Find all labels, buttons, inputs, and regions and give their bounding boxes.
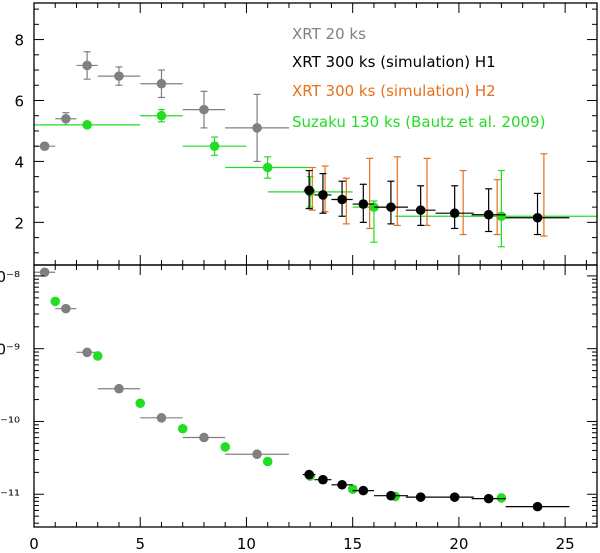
- top-series-xrt-300-ks-simulation-h1: [303, 169, 570, 236]
- top-series-suzaku-130-ks-bautz-et-al-2009: [34, 109, 597, 248]
- x-tick-label: 10: [237, 535, 256, 553]
- legend-entry-xrt-20ks: XRT 20 ks: [292, 25, 366, 43]
- top-series-xrt-300-ks-simulation-h2: [308, 153, 548, 237]
- top-data-point: [209, 141, 220, 151]
- top-data-point: [337, 194, 347, 205]
- top-data-point: [252, 123, 262, 133]
- bottom-y-tick-label: )⁻¹¹: [0, 486, 20, 504]
- top-data-point: [386, 202, 396, 212]
- top-data-point: [39, 141, 50, 151]
- bottom-data-point: [318, 474, 328, 485]
- bottom-data-point: [532, 501, 543, 512]
- bottom-data-point: [177, 423, 188, 434]
- bottom-data-point: [304, 469, 314, 480]
- bottom-data-point: [347, 484, 358, 494]
- bottom-plot-frame: [33, 264, 598, 528]
- bottom-data-point: [199, 432, 209, 443]
- top-data-point: [114, 71, 124, 81]
- top-panel: 2 4 6 8 XRT 20 ks XRT 300 ks (simulation) H…: [14, 2, 598, 266]
- bottom-data-point: [386, 490, 396, 501]
- bottom-y-tick-label: )⁻¹⁰: [0, 413, 20, 431]
- bottom-data-point: [449, 492, 460, 502]
- x-tick-label: 15: [343, 535, 362, 553]
- top-data-point: [156, 78, 167, 89]
- legend-entry-suzaku-130ks: Suzaku 130 ks (Bautz et al. 2009): [292, 113, 545, 131]
- top-data-point: [318, 190, 328, 200]
- x-tick-label: 0: [29, 535, 39, 553]
- top-data-point: [532, 212, 543, 223]
- top-data-point: [82, 120, 92, 130]
- bottom-data-point: [156, 413, 167, 423]
- x-tick-label: 20: [449, 535, 468, 553]
- bottom-data-point: [50, 296, 61, 307]
- top-y-tick-label: 2: [14, 214, 24, 232]
- top-data-point: [358, 199, 369, 209]
- legend-entry-xrt-300ks-h2: XRT 300 ks (simulation) H2: [292, 82, 496, 100]
- bottom-series-xrt-300-ks-simulation-h1: [302, 469, 570, 512]
- bottom-data-point: [358, 485, 369, 496]
- legend-entry-xrt-300ks-h1: XRT 300 ks (simulation) H1: [292, 53, 496, 71]
- top-y-tick-label: 8: [14, 32, 24, 50]
- bottom-data-point: [135, 398, 146, 409]
- legend: XRT 20 ks XRT 300 ks (simulation) H1 XRT…: [292, 25, 545, 131]
- bottom-data-point: [415, 492, 426, 502]
- top-data-point: [304, 185, 314, 196]
- top-data-point: [415, 205, 426, 215]
- top-y-tick-label: 4: [14, 153, 24, 171]
- top-data-point: [262, 162, 273, 173]
- bottom-y-tick-label: 0⁻⁸: [0, 268, 20, 286]
- bottom-data-point: [496, 493, 507, 503]
- bottom-data-point: [262, 456, 273, 467]
- top-data-point: [82, 60, 92, 71]
- bottom-data-point: [82, 347, 92, 358]
- bottom-series-suzaku-130-ks-bautz-et-al-2009: [50, 296, 507, 503]
- top-data-point: [483, 209, 494, 220]
- bottom-data-point: [92, 351, 103, 361]
- top-series-xrt-20-ks: [34, 51, 289, 163]
- top-data-point: [449, 208, 460, 219]
- x-tick-label: 25: [556, 535, 575, 553]
- x-tick-label: 5: [135, 535, 145, 553]
- bottom-data-point: [252, 449, 262, 460]
- bottom-data-point: [337, 479, 347, 490]
- bottom-data-point: [39, 267, 50, 278]
- top-y-tick-label: 6: [14, 92, 24, 110]
- bottom-y-tick-label: 0⁻⁹: [0, 341, 20, 359]
- top-data-point: [199, 104, 209, 115]
- bottom-data-point: [220, 442, 231, 452]
- bottom-data-point: [483, 493, 494, 504]
- top-data-point: [156, 110, 167, 121]
- bottom-data-point: [61, 303, 71, 314]
- bottom-panel: 0⁻⁸ 0⁻⁹ )⁻¹⁰ )⁻¹¹ 0 5 10 15 20 25: [0, 264, 598, 553]
- bottom-data-point: [114, 383, 124, 394]
- bottom-series-xrt-20-ks: [34, 267, 289, 460]
- top-data-point: [496, 211, 507, 222]
- top-data-point: [61, 113, 71, 124]
